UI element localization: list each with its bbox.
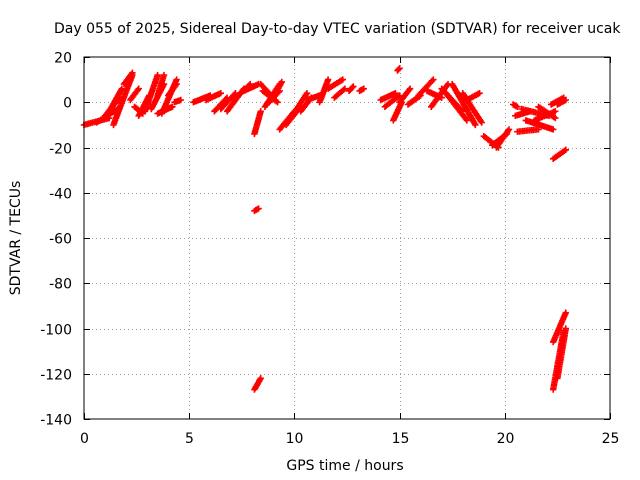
x-tick-label: 0 — [80, 431, 89, 447]
data-point-cluster — [394, 65, 403, 74]
data-point-cluster — [251, 108, 264, 138]
data-point-cluster — [396, 85, 414, 106]
data-point-cluster — [127, 85, 142, 104]
y-axis-label: SDTVAR / TECUs — [8, 181, 24, 296]
data-point-cluster — [240, 80, 262, 95]
y-tick-label: -100 — [40, 323, 72, 339]
data-point-cluster — [171, 96, 184, 106]
data-point-cluster — [442, 90, 471, 124]
data-point-cluster — [154, 71, 168, 99]
x-tick-labels: 0 5 10 15 20 25 — [80, 431, 619, 447]
data-point-cluster — [211, 94, 231, 115]
y-tick-label: 20 — [54, 51, 72, 67]
data-point-cluster — [106, 85, 126, 115]
y-tick-label: -140 — [40, 413, 72, 429]
data-point-cluster — [266, 87, 283, 106]
data-point-cluster — [550, 309, 569, 346]
data-point-cluster — [554, 325, 569, 382]
data-point-cluster — [324, 76, 346, 92]
data-point-cluster — [110, 71, 136, 129]
data-point-cluster — [493, 126, 513, 151]
data-point-cluster — [510, 101, 521, 110]
data-point-cluster — [535, 103, 559, 122]
chart-title: Day 055 of 2025, Sidereal Day-to-day VTE… — [54, 21, 621, 37]
data-point-cluster — [463, 90, 483, 104]
data-point-cluster — [217, 90, 239, 113]
y-tick-label: -60 — [49, 232, 72, 248]
y-tick-label: -120 — [40, 368, 72, 384]
data-point-cluster — [381, 92, 403, 110]
data-point-cluster — [449, 80, 479, 129]
data-point-cluster — [377, 90, 399, 104]
plot-frame — [83, 56, 611, 420]
y-tick-labels: -140 -120 -100 -80 -60 -40 -20 0 20 — [40, 51, 72, 429]
data-point-cluster — [331, 85, 349, 101]
data-point-cluster — [415, 76, 437, 99]
x-tick-label: 5 — [185, 431, 194, 447]
y-tick-label: -20 — [49, 142, 72, 158]
x-tick-label: 15 — [392, 431, 410, 447]
data-point-cluster — [316, 76, 332, 106]
data-point-cluster — [202, 90, 224, 104]
y-tick-label: -40 — [49, 187, 72, 203]
data-point-cluster — [356, 85, 367, 95]
axis-ticks — [84, 57, 611, 420]
x-tick-label: 10 — [286, 431, 304, 447]
data-point-cluster — [514, 126, 542, 135]
data-point-cluster — [251, 205, 262, 215]
data-point-cluster — [154, 103, 176, 117]
data-point-cluster — [251, 375, 264, 393]
data-point-cluster — [522, 117, 557, 133]
data-point-cluster — [345, 83, 357, 95]
data-point-cluster — [141, 71, 161, 115]
data-point-cluster — [120, 69, 136, 88]
data-points — [80, 65, 569, 393]
x-tick-label: 20 — [497, 431, 515, 447]
data-point-cluster — [289, 90, 311, 119]
data-point-cluster — [550, 146, 569, 162]
data-point-cluster — [165, 80, 180, 99]
data-point-cluster — [554, 96, 569, 108]
x-axis-label: GPS time / hours — [286, 458, 403, 474]
y-tick-label: -80 — [49, 277, 72, 293]
y-tick-label: 0 — [63, 96, 72, 112]
x-tick-label: 25 — [602, 431, 620, 447]
